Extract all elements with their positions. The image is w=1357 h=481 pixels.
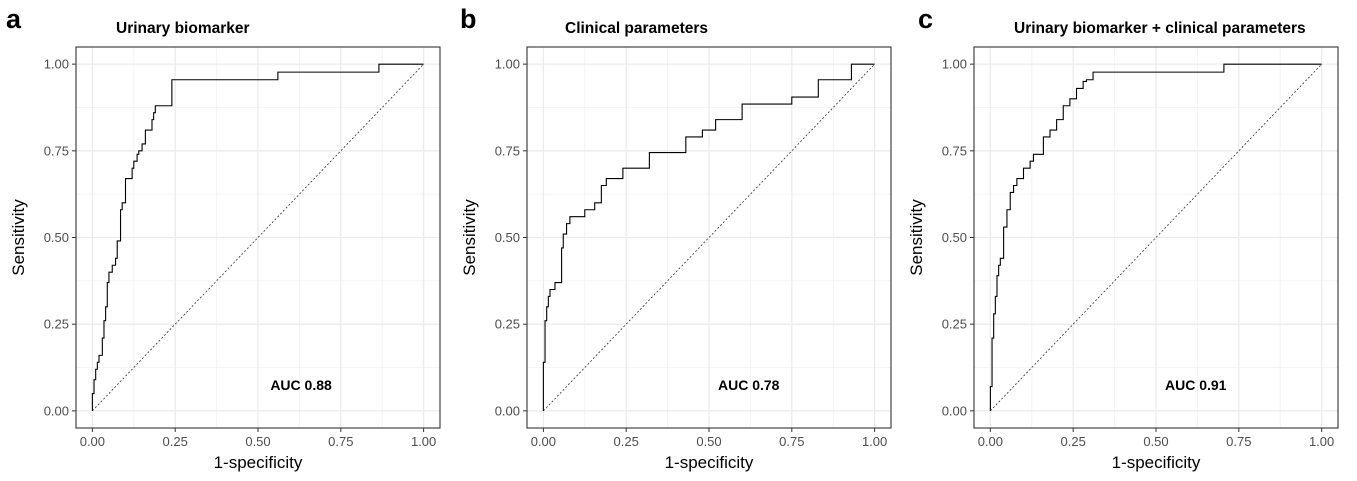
x-axis-title: 1-specificity [214, 453, 303, 472]
roc-panel-b: 0.00 0.25 0.50 0.75 1.00 0.00 0.25 0.50 0.75 1.00… [460, 4, 892, 472]
x-tick-label: 0.00 [531, 434, 556, 449]
y-tick-label: 0.75 [942, 143, 967, 158]
y-tick-label: 0.50 [495, 230, 520, 245]
y-axis-title: Sensitivity [9, 199, 28, 276]
y-tick-label: 0.75 [495, 143, 520, 158]
y-tick-label: 0.25 [495, 317, 520, 332]
panel-letter: a [6, 4, 22, 34]
x-tick-label: 0.50 [245, 434, 270, 449]
panel-title: Clinical parameters [565, 20, 708, 37]
x-tick-label: 0.00 [80, 434, 105, 449]
y-tick-label: 0.50 [44, 230, 69, 245]
x-tick-label: 1.00 [1309, 434, 1334, 449]
x-tick-label: 0.25 [1061, 434, 1086, 449]
x-tick-label: 0.75 [328, 434, 353, 449]
panel-title: Urinary biomarker + clinical parameters [1014, 20, 1306, 37]
y-tick-label: 0.25 [942, 317, 967, 332]
x-axis-title: 1-specificity [1112, 453, 1201, 472]
roc-curve [542, 63, 875, 411]
y-tick-label: 0.00 [942, 403, 967, 418]
x-tick-label: 0.00 [978, 434, 1003, 449]
roc-curve [91, 63, 424, 411]
x-tick-label: 0.75 [1226, 434, 1251, 449]
panel-letter: b [460, 4, 477, 34]
auc-annotation: AUC 0.91 [1165, 377, 1227, 393]
panel-title: Urinary biomarker [116, 20, 250, 37]
x-tick-label: 0.75 [779, 434, 804, 449]
auc-annotation: AUC 0.88 [270, 377, 332, 393]
x-tick-label: 0.50 [696, 434, 721, 449]
panel-letter: c [918, 4, 933, 34]
y-tick-label: 1.00 [942, 57, 967, 72]
y-tick-label: 0.00 [495, 403, 520, 418]
y-tick-label: 0.50 [942, 230, 967, 245]
roc-curve [989, 63, 1322, 411]
y-axis-title: Sensitivity [907, 199, 926, 276]
y-tick-label: 1.00 [495, 57, 520, 72]
roc-panel-c: 0.00 0.25 0.50 0.75 1.00 0.00 0.25 0.50 0.75 1.00… [907, 4, 1339, 472]
y-tick-label: 0.00 [44, 403, 69, 418]
x-tick-label: 0.25 [614, 434, 639, 449]
roc-panel-a: 0.00 0.25 0.50 0.75 1.00 0.00 0.25 0.50 0.75 1.00… [6, 4, 441, 472]
y-tick-label: 0.75 [44, 143, 69, 158]
y-axis-title: Sensitivity [460, 199, 479, 276]
auc-annotation: AUC 0.78 [718, 377, 780, 393]
x-tick-label: 1.00 [411, 434, 436, 449]
y-tick-label: 0.25 [44, 317, 69, 332]
x-tick-label: 0.50 [1143, 434, 1168, 449]
x-tick-label: 0.25 [163, 434, 188, 449]
x-axis-title: 1-specificity [665, 453, 754, 472]
x-tick-label: 1.00 [862, 434, 887, 449]
y-tick-label: 1.00 [44, 57, 69, 72]
